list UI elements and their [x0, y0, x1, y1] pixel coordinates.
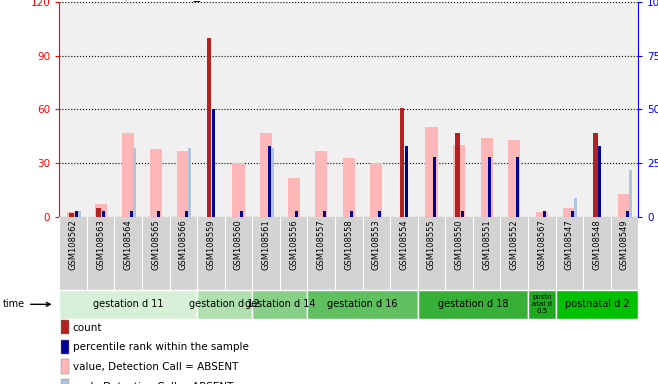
Bar [508, 140, 520, 217]
Text: GSM108555: GSM108555 [427, 219, 436, 270]
Bar [288, 177, 299, 217]
Text: GSM108554: GSM108554 [399, 219, 409, 270]
Bar [516, 157, 519, 217]
Bar [571, 210, 574, 217]
Text: postnatal d 2: postnatal d 2 [565, 299, 629, 310]
Bar [188, 148, 191, 217]
Bar [260, 133, 272, 217]
Bar [149, 149, 162, 217]
Bar [544, 210, 546, 217]
Bar [405, 146, 409, 217]
Bar [488, 157, 491, 217]
Bar [343, 158, 355, 217]
Text: GSM108558: GSM108558 [344, 219, 353, 270]
Text: GSM108564: GSM108564 [124, 219, 133, 270]
Bar [322, 210, 326, 217]
Text: GDS2098 / 1456762_at: GDS2098 / 1456762_at [59, 0, 214, 1]
Text: value, Detection Call = ABSENT: value, Detection Call = ABSENT [72, 362, 238, 372]
Bar [563, 208, 575, 217]
Text: gestation d 18: gestation d 18 [438, 299, 508, 310]
Text: GSM108552: GSM108552 [510, 219, 519, 270]
Text: GSM108557: GSM108557 [316, 219, 326, 270]
Text: GSM108561: GSM108561 [261, 219, 270, 270]
Bar [61, 379, 68, 384]
Bar [213, 109, 215, 217]
Text: gestation d 11: gestation d 11 [93, 299, 163, 310]
Bar [315, 151, 327, 217]
Bar [593, 133, 597, 217]
Text: gestation d 14: gestation d 14 [245, 299, 315, 310]
Text: GSM108551: GSM108551 [482, 219, 491, 270]
Bar [425, 127, 438, 217]
Text: postn
atal d
0.5: postn atal d 0.5 [532, 294, 551, 314]
Bar [350, 210, 353, 217]
Text: GSM108547: GSM108547 [565, 219, 574, 270]
Bar [528, 290, 555, 319]
Text: gestation d 12: gestation d 12 [190, 299, 260, 310]
Bar [399, 108, 405, 217]
Bar [270, 148, 274, 217]
Bar [461, 210, 464, 217]
Bar [61, 359, 68, 374]
Text: GSM108567: GSM108567 [537, 219, 546, 270]
Bar [130, 210, 133, 217]
Text: GSM108565: GSM108565 [151, 219, 161, 270]
Text: gestation d 16: gestation d 16 [327, 299, 398, 310]
Bar [629, 170, 632, 217]
Text: GSM108548: GSM108548 [592, 219, 601, 270]
Text: GSM108560: GSM108560 [234, 219, 243, 270]
Text: GSM108566: GSM108566 [179, 219, 188, 270]
Text: GSM108556: GSM108556 [289, 219, 298, 270]
Text: percentile rank within the sample: percentile rank within the sample [72, 343, 249, 353]
Bar [61, 339, 68, 354]
Text: GSM108553: GSM108553 [372, 219, 381, 270]
Bar [619, 194, 630, 217]
Bar [418, 290, 528, 319]
Text: time: time [3, 299, 50, 310]
Bar [295, 210, 298, 217]
Bar [185, 210, 188, 217]
Text: rank, Detection Call = ABSENT: rank, Detection Call = ABSENT [72, 382, 233, 384]
Bar [626, 210, 629, 217]
Bar [102, 210, 105, 217]
Bar [61, 320, 68, 334]
Bar [433, 157, 436, 217]
Bar [370, 163, 382, 217]
Bar [574, 198, 577, 217]
Bar [207, 38, 211, 217]
Text: GSM108549: GSM108549 [620, 219, 629, 270]
Bar [240, 210, 243, 217]
Bar [536, 212, 548, 217]
Text: count: count [72, 323, 102, 333]
Bar [268, 146, 270, 217]
Bar [122, 133, 134, 217]
Bar [598, 146, 601, 217]
Text: GSM108550: GSM108550 [455, 219, 463, 270]
Text: GSM108559: GSM108559 [207, 219, 215, 270]
Bar [74, 210, 78, 217]
Bar [480, 138, 493, 217]
Bar [232, 163, 245, 217]
Bar [378, 210, 381, 217]
Bar [68, 214, 74, 217]
Bar [67, 212, 79, 217]
Bar [307, 290, 418, 319]
Bar [453, 145, 465, 217]
Bar [252, 290, 307, 319]
Bar [96, 208, 101, 217]
Bar [555, 290, 638, 319]
Bar [177, 151, 190, 217]
Bar [95, 204, 107, 217]
Text: GSM108562: GSM108562 [68, 219, 78, 270]
Bar [133, 148, 136, 217]
Bar [59, 290, 197, 319]
Text: GSM108563: GSM108563 [96, 219, 105, 270]
Bar [157, 210, 161, 217]
Bar [78, 210, 80, 217]
Bar [455, 133, 460, 217]
Bar [197, 290, 252, 319]
